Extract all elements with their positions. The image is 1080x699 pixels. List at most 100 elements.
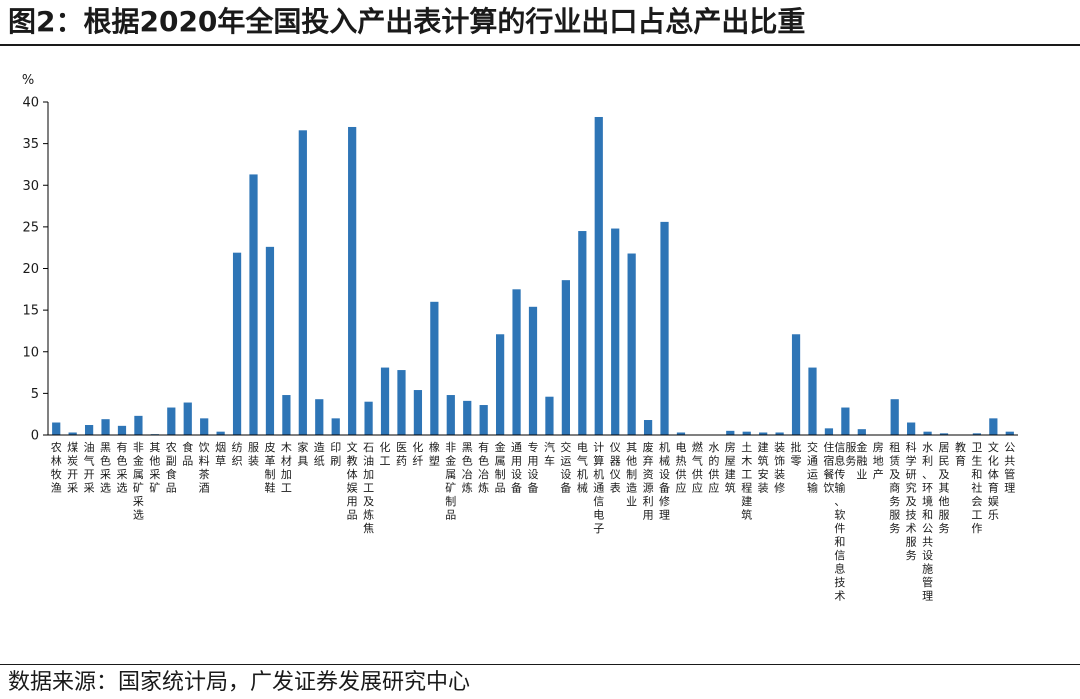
- bar: [232, 252, 242, 435]
- x-category-label: 公共管理: [1004, 441, 1015, 495]
- y-tick-label: 25: [22, 220, 39, 235]
- bar: [545, 396, 554, 435]
- y-tick-label: 15: [22, 304, 39, 319]
- x-category-label: 非金属矿采选: [133, 441, 144, 522]
- x-category-label: 卫生和社会工作: [971, 441, 982, 535]
- bar: [446, 395, 455, 435]
- bar: [857, 429, 866, 435]
- x-category-label: 文教体娱用品: [347, 440, 358, 522]
- x-category-label: 水利、环境和公共设施管理: [922, 441, 933, 603]
- x-category-label: 煤炭开采: [67, 441, 78, 495]
- y-tick-label: 20: [22, 262, 39, 277]
- x-category-label: 教育: [955, 441, 966, 468]
- x-category-label: 其他制造业: [626, 441, 637, 508]
- x-category-label: 黑色采选: [100, 441, 111, 495]
- x-category-label: 农林牧渔: [51, 440, 62, 495]
- y-tick-label: 0: [31, 429, 39, 444]
- x-category-label: 饮料茶酒: [199, 441, 210, 495]
- x-category-label: 科学研究及技术服务: [906, 440, 917, 562]
- x-category-label: 印刷: [330, 441, 341, 468]
- bars: [52, 116, 1014, 436]
- x-category-label: 有色冶炼: [478, 440, 489, 495]
- x-category-label: 其他采矿: [149, 441, 160, 495]
- bar: [759, 432, 768, 435]
- bar: [841, 407, 850, 435]
- x-category-label: 燃气供应: [692, 440, 703, 495]
- x-category-label: 黑色冶炼: [462, 441, 473, 495]
- bar: [331, 418, 340, 435]
- x-category-label: 建筑安装: [758, 440, 769, 495]
- x-category-label: 房屋建筑: [725, 441, 736, 495]
- x-category-label: 有色采选: [116, 440, 127, 495]
- bar: [167, 407, 176, 435]
- bar: [380, 367, 390, 435]
- bar: [183, 402, 192, 435]
- bar: [808, 367, 817, 435]
- x-category-label: 服装: [248, 441, 259, 468]
- bar: [298, 130, 307, 435]
- x-category-label: 烟草: [215, 440, 226, 468]
- bar: [627, 253, 636, 435]
- x-category-label: 农副食品: [166, 440, 177, 495]
- x-axis-category-labels: 农林牧渔煤炭开采油气开采黑色采选有色采选非金属矿采选其他采矿农副食品食品饮料茶酒…: [51, 440, 1016, 603]
- bar: [890, 399, 899, 435]
- x-category-label: 医药: [396, 441, 407, 468]
- bar: [265, 246, 275, 435]
- y-tick-label: 30: [22, 179, 39, 194]
- x-category-label: 纺织: [232, 440, 243, 468]
- x-category-label: 化纤: [412, 440, 423, 468]
- x-category-label: 租赁及商务服务: [889, 441, 900, 535]
- bar: [216, 431, 225, 435]
- x-category-label: 非金属矿制品: [445, 441, 456, 522]
- bar: [52, 422, 61, 435]
- x-category-label: 交运设备: [560, 440, 571, 495]
- bar: [68, 432, 77, 435]
- x-category-label: 油气开采: [84, 440, 95, 495]
- bar: [364, 401, 373, 435]
- bar: [249, 174, 258, 436]
- bar: [660, 221, 669, 435]
- bar: [611, 228, 620, 435]
- bar: [430, 301, 439, 435]
- bar: [397, 370, 406, 435]
- x-category-label: 房地产: [873, 441, 884, 481]
- x-category-label: 汽车: [544, 440, 555, 468]
- bar: [479, 405, 488, 435]
- bar: [496, 334, 505, 435]
- chart-title: 图2：根据2020年全国投入产出表计算的行业出口占总产出比重: [8, 5, 806, 38]
- x-category-label: 土木工程建筑: [741, 441, 752, 522]
- footer-divider: [0, 664, 1080, 665]
- x-category-label: 废弃资源利用: [643, 440, 654, 522]
- y-tick-label: 35: [22, 137, 39, 152]
- x-category-label: 信息传输、软件和信息技术服务: [834, 441, 856, 603]
- y-tick-label: 5: [31, 387, 39, 402]
- bar: [463, 400, 472, 435]
- bar: [824, 428, 834, 435]
- x-category-label: 电气机械: [577, 441, 588, 495]
- bar: [528, 306, 538, 435]
- x-category-label: 造纸: [314, 440, 325, 468]
- bar: [84, 425, 94, 435]
- x-category-label: 水的供应: [708, 441, 719, 495]
- y-tick-label: 10: [22, 345, 39, 360]
- bar: [561, 280, 570, 435]
- x-category-label: 专用设备: [528, 440, 539, 495]
- x-category-label: 计算机通信电子: [593, 441, 604, 535]
- y-tick-label: 40: [22, 96, 39, 111]
- bar: [512, 289, 521, 435]
- bar: [134, 415, 143, 435]
- bar: [282, 395, 291, 435]
- bar: [413, 390, 423, 435]
- x-category-label: 机械设备修理: [659, 440, 670, 522]
- bar: [791, 334, 801, 435]
- bar: [101, 419, 110, 435]
- x-category-label: 化工: [380, 440, 391, 468]
- x-category-label: 电热供应: [675, 441, 686, 495]
- bar: [726, 430, 735, 435]
- x-category-label: 居民及其他服务: [939, 441, 950, 535]
- bar: [578, 231, 587, 435]
- bar: [1005, 431, 1014, 435]
- bar: [643, 420, 653, 435]
- x-category-label: 食品: [182, 440, 193, 468]
